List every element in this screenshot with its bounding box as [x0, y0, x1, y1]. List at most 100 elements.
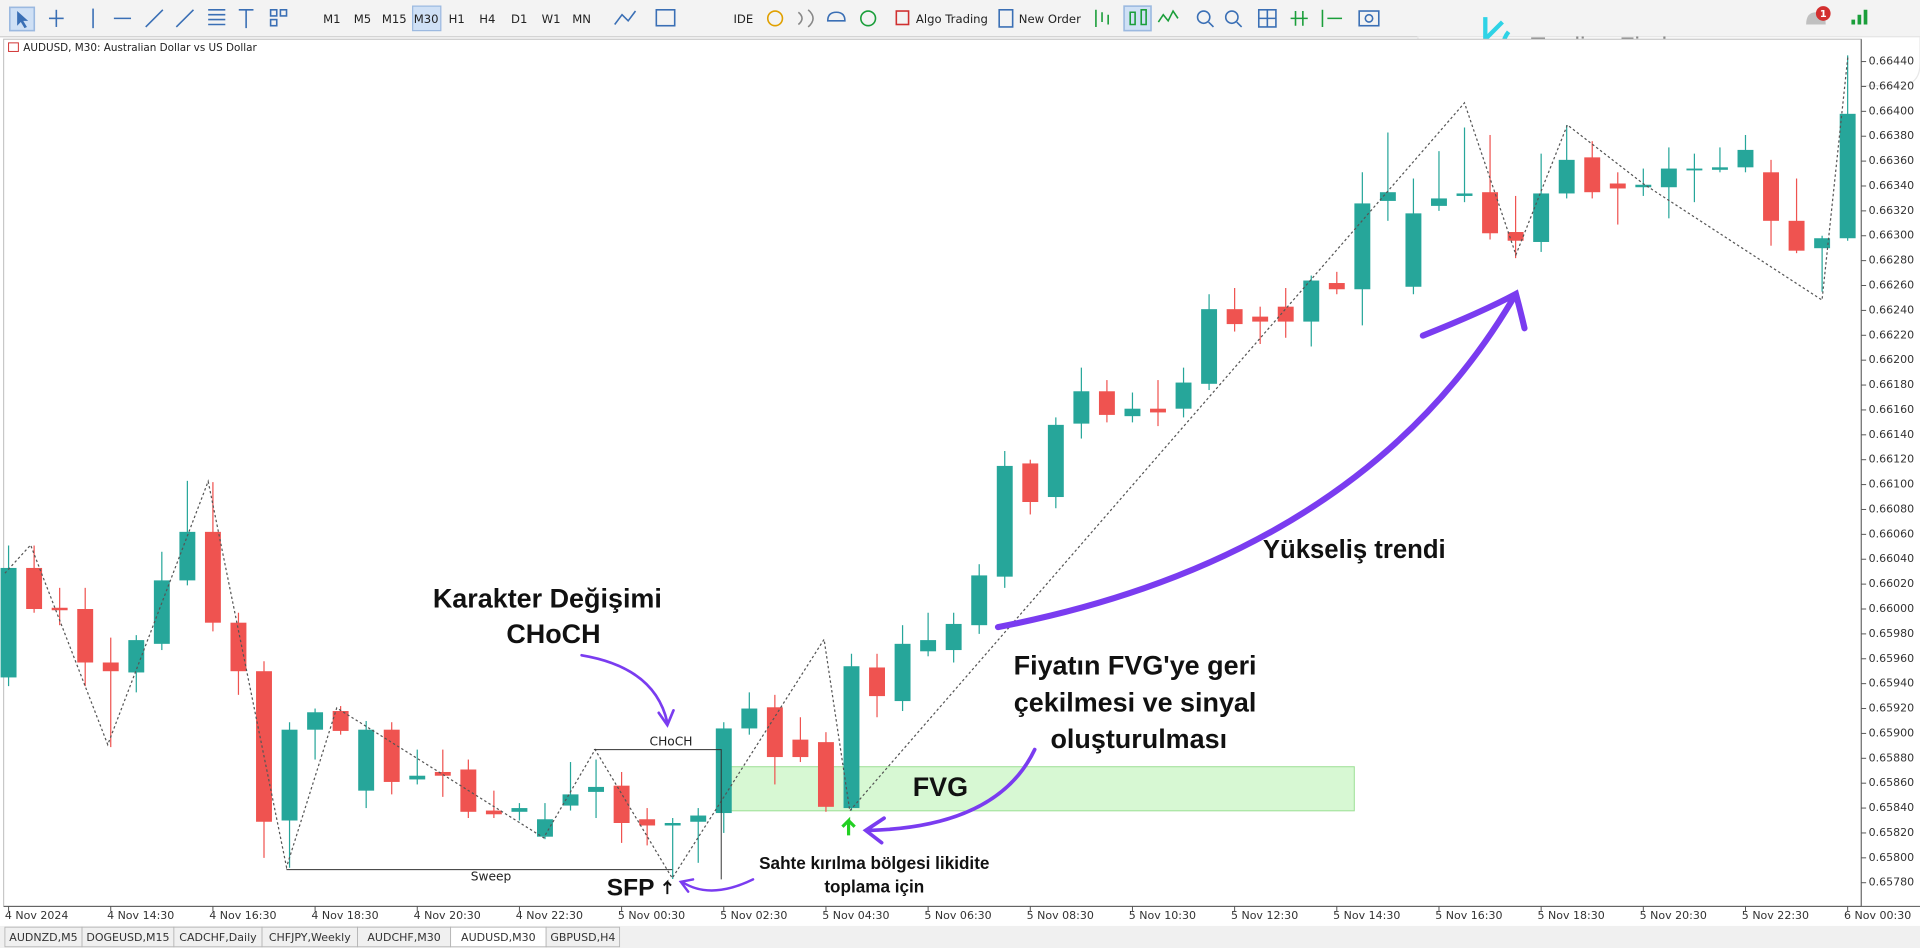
- x-tick-label: 4 Nov 22:30: [516, 909, 583, 922]
- tab-label[interactable]: AUDCHF,M30: [367, 931, 440, 944]
- false-break-annotation: Sahte kırılma bölgesi likidite: [759, 853, 989, 873]
- candle-body: [843, 666, 860, 809]
- tab-label[interactable]: AUDUSD,M30: [461, 931, 536, 944]
- sfp-arrow: [662, 879, 672, 895]
- candle-body: [26, 567, 43, 610]
- y-tick-label: 0.66120: [1869, 453, 1915, 466]
- candle-body: [1660, 168, 1677, 188]
- timeframe-button[interactable]: W1: [542, 12, 561, 26]
- candle-body: [1150, 408, 1166, 413]
- candle-body: [383, 729, 400, 782]
- timeframe-button[interactable]: M1: [323, 12, 340, 26]
- x-tick-label: 5 Nov 10:30: [1129, 909, 1196, 922]
- pullback-annotation: Fiyatın FVG'ye geri: [1014, 651, 1257, 681]
- tab-label[interactable]: AUDNZD,M5: [9, 931, 77, 944]
- candle-body: [1763, 172, 1779, 221]
- y-tick-label: 0.65920: [1869, 702, 1915, 715]
- chart-tools[interactable]: [614, 5, 1380, 32]
- timeframe-button[interactable]: D1: [511, 12, 527, 26]
- tabs: AUDNZD,M5 DOGEUSD,M15 CADCHF,Daily CHFJPY,W…: [4, 926, 621, 948]
- y-tick-label: 0.66040: [1869, 552, 1915, 565]
- tab[interactable]: [545, 926, 621, 948]
- tab-label[interactable]: CADCHF,Daily: [179, 931, 257, 944]
- drawing-tools[interactable]: [9, 6, 288, 32]
- x-tick-label: 5 Nov 18:30: [1537, 909, 1604, 922]
- trend-annotation: Yükseliş trendi: [1263, 536, 1446, 564]
- x-tick-label: 6 Nov 00:30: [1844, 909, 1911, 922]
- algo-trading-button[interactable]: Algo Trading: [916, 12, 988, 26]
- choch-annotation: Karakter Değişimi: [433, 583, 662, 613]
- timeframe-button[interactable]: M30: [414, 12, 439, 26]
- candle-body: [1328, 283, 1345, 290]
- y-tick-label: 0.66440: [1869, 55, 1915, 68]
- candle-body: [562, 794, 579, 806]
- x-tick-label: 5 Nov 08:30: [1027, 909, 1094, 922]
- candle-body: [766, 707, 783, 758]
- y-tick-label: 0.66240: [1869, 303, 1915, 316]
- notifications[interactable]: 1: [1806, 6, 1868, 25]
- ide-button[interactable]: IDE: [733, 12, 753, 26]
- y-tick-label: 0.66340: [1869, 179, 1915, 192]
- timeframe-button[interactable]: M5: [354, 12, 371, 26]
- candle-body: [1303, 280, 1320, 322]
- candle-body: [1073, 391, 1090, 424]
- plot-area: [3, 38, 1862, 907]
- candle-body: [1482, 192, 1499, 234]
- candle-body: [1047, 424, 1064, 498]
- candle-body: [1456, 193, 1473, 196]
- candle-body: [1201, 309, 1218, 384]
- candle-body: [792, 739, 809, 758]
- y-tick-label: 0.66380: [1869, 129, 1915, 142]
- y-tick-label: 0.65900: [1869, 726, 1915, 739]
- annotations: Karakter Değişimi CHoCH SFP FVG Fiyatın …: [433, 536, 1446, 902]
- candle-body: [1711, 167, 1728, 170]
- tab-label[interactable]: DOGEUSD,M15: [86, 931, 169, 944]
- x-tick-label: 5 Nov 16:30: [1435, 909, 1502, 922]
- candle-body: [996, 465, 1013, 577]
- timeframes[interactable]: M1 M5 M15 M30 H1 H4 D1 W1 MN: [323, 12, 591, 26]
- x-tick-label: 4 Nov 14:30: [107, 909, 174, 922]
- choch-annotation: CHoCH: [506, 619, 600, 649]
- candle-body: [281, 729, 298, 821]
- tab-label[interactable]: CHFJPY,Weekly: [269, 931, 351, 944]
- choch-label: CHoCH: [650, 735, 693, 749]
- x-tick-label: 5 Nov 22:30: [1742, 909, 1809, 922]
- x-tick-label: 5 Nov 02:30: [720, 909, 787, 922]
- y-tick-label: 0.66320: [1869, 204, 1915, 217]
- candle-body: [77, 609, 94, 663]
- sweep-label: Sweep: [471, 869, 512, 883]
- tab-label[interactable]: GBPUSD,H4: [550, 931, 615, 944]
- candle-body: [690, 815, 707, 822]
- candle-body: [102, 662, 119, 672]
- candle-body: [869, 667, 885, 697]
- candle-body: [639, 819, 656, 826]
- choch-line: [593, 749, 722, 880]
- y-tick-label: 0.65980: [1869, 627, 1915, 640]
- false-break-annotation: toplama için: [824, 877, 924, 897]
- timeframe-button[interactable]: M15: [382, 12, 407, 26]
- candle-body: [664, 822, 681, 826]
- sfp-annotation: SFP: [607, 875, 655, 902]
- candle-body: [358, 729, 375, 791]
- y-tick-label: 0.66140: [1869, 428, 1915, 441]
- x-tick-label: 5 Nov 04:30: [822, 909, 889, 922]
- candle-body: [1788, 220, 1805, 251]
- candle-body: [153, 580, 170, 644]
- y-tick-label: 0.65860: [1869, 776, 1915, 789]
- candle-body: [179, 531, 196, 581]
- timeframe-button[interactable]: H4: [479, 12, 495, 26]
- y-tick-label: 0.66220: [1869, 328, 1915, 341]
- candle-body: [613, 785, 630, 823]
- candle-body: [1609, 183, 1626, 189]
- x-tick-label: 4 Nov 2024: [5, 909, 69, 922]
- new-order-button[interactable]: New Order: [1019, 12, 1081, 26]
- candle-body: [1814, 238, 1831, 249]
- candle-body: [256, 671, 272, 822]
- timeframe-button[interactable]: H1: [449, 12, 465, 26]
- pullback-annotation: çekilmesi ve sinyal: [1014, 687, 1257, 717]
- candle-body: [0, 567, 17, 678]
- timeframe-button[interactable]: MN: [572, 12, 591, 26]
- y-tick-label: 0.66100: [1869, 478, 1915, 491]
